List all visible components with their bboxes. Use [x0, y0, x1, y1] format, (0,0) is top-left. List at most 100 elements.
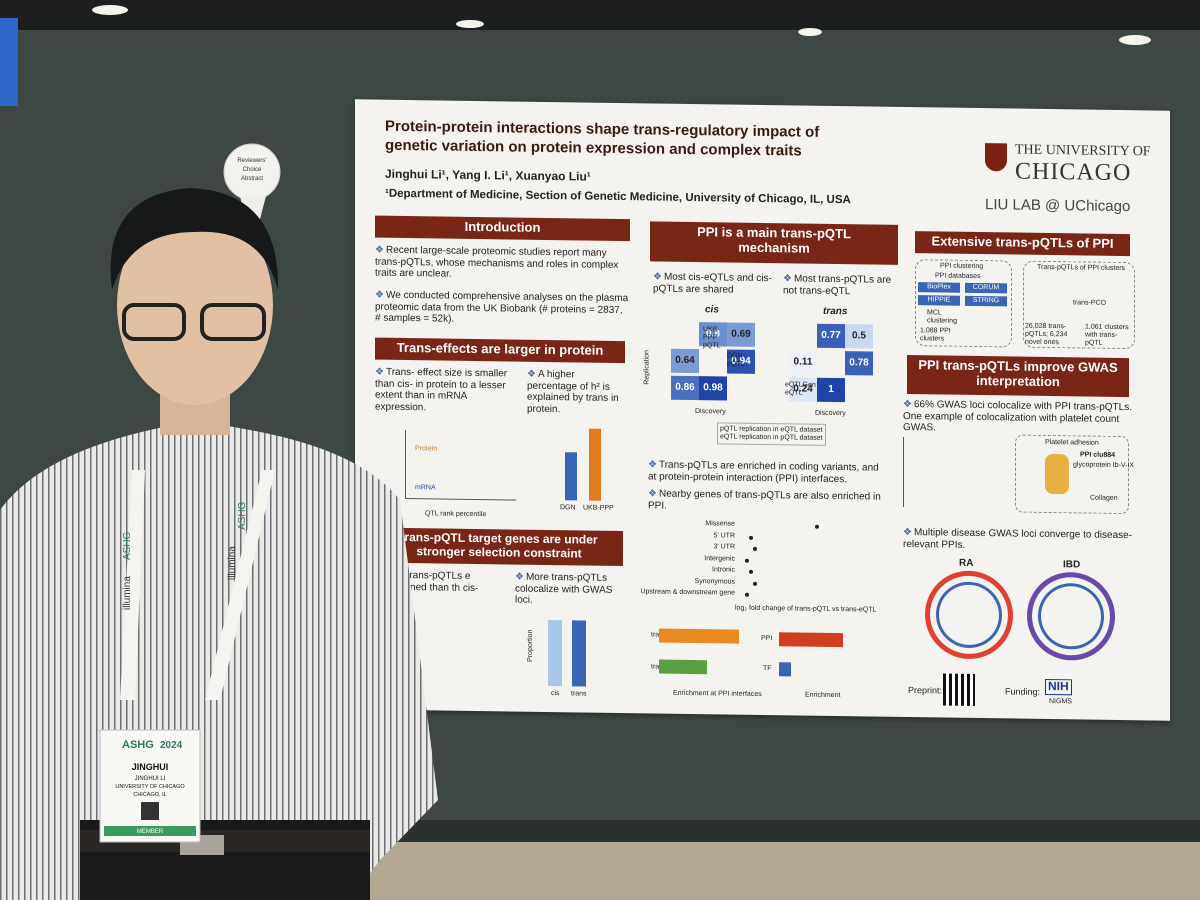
bullet: Most cis-eQTLs and cis-pQTLs are shared [653, 271, 773, 296]
row-label: UKB-PPP pQTL [703, 326, 721, 350]
bar [548, 620, 562, 687]
qr-code [943, 673, 975, 706]
point [753, 581, 757, 586]
ceiling [0, 0, 1200, 30]
database: BioPlex [918, 282, 960, 293]
footer-logo: NIH [1045, 678, 1072, 696]
ribbon-text: Abstract [241, 176, 263, 182]
row-label: 3' UTR [713, 543, 735, 551]
diagram-text: PPI clu884 [1080, 451, 1116, 459]
bar [779, 662, 791, 677]
row-label: Intergenic [704, 554, 735, 563]
point [745, 558, 749, 563]
diagram-text: Trans-pQTLs of PPI clusters [1037, 263, 1126, 273]
legend-entry: eQTL replication in pQTL dataset [720, 433, 823, 442]
heading-line: interpretation [976, 372, 1060, 390]
bullet: We conducted comprehensive analyses on t… [375, 290, 630, 328]
footer-text: NIGMS [1049, 698, 1072, 706]
diagram-text: Collagen [1090, 494, 1118, 502]
tick-label: trans [571, 690, 587, 698]
panel-title: trans [823, 305, 848, 318]
light [1119, 35, 1151, 45]
row-label: eQTLGen eQTL [785, 381, 816, 397]
circle-title: RA [959, 557, 974, 569]
diagram-text: 26,028 trans-pQTLs; 6,234 novel ones [1025, 322, 1068, 347]
affiliation: ¹Department of Medicine, Section of Gene… [385, 187, 851, 207]
bullet: A higher percentage of h² is explained b… [527, 369, 622, 416]
database: CORUM [965, 282, 1007, 294]
point [745, 592, 749, 597]
cell: 0.86 [671, 375, 699, 401]
point [749, 569, 753, 574]
bar [779, 632, 843, 648]
cell: 0.69 [727, 322, 755, 347]
bar [659, 628, 739, 644]
point [815, 524, 819, 529]
circos-plot [925, 570, 1013, 660]
diagram-text: glycoprotein Ib-V-IX [1073, 461, 1135, 470]
light [456, 20, 484, 28]
forest-plot: Missense 5' UTR 3' UTR Intergenic Intronic Sy… [640, 519, 885, 606]
circle-title: IBD [1063, 559, 1081, 571]
poster: Protein-protein interactions shape trans… [355, 99, 1170, 721]
diagram-text: PPI databases [935, 272, 981, 281]
section-heading: PPI is a main trans-pQTL mechanism [650, 221, 898, 265]
shield [985, 143, 1007, 172]
bullet: Trans- effect size is smaller than cis- … [375, 367, 515, 415]
row-label: PPI [761, 634, 773, 643]
tick-label: DGN [560, 504, 576, 512]
bullet: 66% GWAS loci colocalize with PPI trans-… [903, 399, 1133, 437]
cell: 0.98 [699, 376, 727, 401]
cell: 0.5 [845, 324, 873, 349]
axis-label: log₂ fold change of trans-pQTL vs trans-… [735, 604, 877, 614]
axis-label: QTL rank percentile [425, 510, 487, 519]
cell: 0.64 [671, 348, 699, 374]
axis-label: Proportion [527, 629, 535, 662]
axis-label: Replication [643, 350, 651, 385]
bar [589, 428, 601, 501]
section-heading: Introduction [375, 215, 630, 242]
row-label: Upstream & downstream gene [640, 588, 735, 597]
database: HIPPIE [918, 295, 960, 306]
university: CHICAGO [1015, 158, 1132, 187]
database: STRING [965, 295, 1007, 307]
series-label: Protein [415, 445, 438, 453]
cell: 0.77 [817, 323, 845, 349]
diagram-text: 1,088 PPI clusters [920, 327, 951, 343]
floor [0, 842, 1200, 900]
bullet: More trans-pQTLs colocalize with GWAS lo… [515, 572, 625, 608]
baseboard [0, 820, 1200, 842]
legend: pQTL replication in eQTL dataset eQTL rep… [717, 422, 826, 446]
series-label: mRNA [415, 484, 436, 492]
bar [572, 620, 586, 687]
protein-complex [1045, 453, 1069, 495]
bullet: Recent large-scale proteomic studies rep… [375, 245, 630, 283]
panel-title: cis [705, 304, 719, 316]
heading-line: mechanism [738, 239, 810, 256]
tick-label: UKB-PPP [583, 504, 614, 512]
ribbon-tail [240, 196, 266, 250]
axis-label: Discovery [695, 408, 726, 416]
bullet: Nearby genes of trans-pQTLs are also enr… [648, 488, 888, 514]
lab: LIU LAB @ UChicago [985, 196, 1131, 216]
bullet: Most trans-pQTLs are not trans-eQTL [783, 273, 893, 298]
section-heading: trans-pQTL target genes are under strong… [375, 527, 623, 567]
bar [565, 452, 577, 501]
tick-label: cis [551, 690, 560, 698]
point [753, 546, 757, 551]
light [92, 5, 128, 15]
heading-line: PPI trans-pQTLs improve GWAS [918, 357, 1118, 375]
diagram-text: 1,061 clusters with trans-pQTL [1085, 323, 1129, 347]
diagram-text: trans-PCO [1073, 299, 1107, 307]
footer-text: Preprint: [908, 685, 943, 696]
section-heading: Trans-effects are larger in protein [375, 337, 625, 364]
footer-text: Funding: [1005, 686, 1041, 697]
section-heading: Extensive trans-pQTLs of PPI [915, 231, 1130, 257]
bullet: Multiple disease GWAS loci converge to d… [903, 527, 1133, 553]
ribbon-text: Choice [243, 167, 262, 173]
row-label: 5' UTR [713, 531, 735, 540]
diagram-text: MCL clustering [927, 309, 957, 325]
ribbon-text: Reviewers' [237, 158, 266, 164]
sign [0, 18, 18, 106]
